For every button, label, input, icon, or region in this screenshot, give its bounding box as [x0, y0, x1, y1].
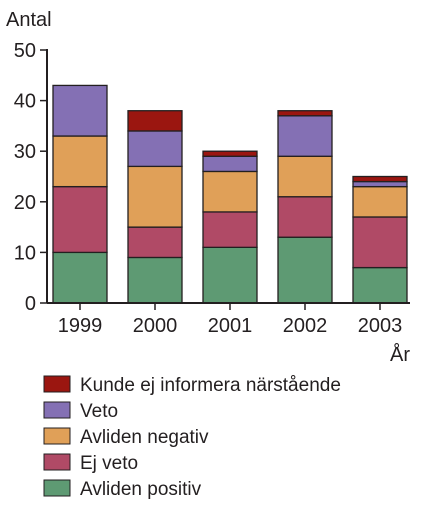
bar-segment — [127, 256, 183, 304]
x-tick-label: 2003 — [358, 315, 403, 337]
y-tick-label: 0 — [25, 293, 36, 315]
x-tick-label: 1999 — [58, 315, 103, 337]
bar-segment — [352, 216, 408, 269]
bar-segment — [52, 251, 108, 304]
plot-area: 0 10 20 30 40 50 1999 2000 2001 2002 2003 — [14, 40, 410, 337]
bar-segment — [277, 115, 333, 157]
legend-label: Avliden negativ — [80, 427, 209, 448]
bar-segment — [352, 266, 408, 304]
y-tick-label: 20 — [14, 192, 36, 214]
legend: Kunde ej informera närstående Veto Avliden… — [43, 375, 341, 500]
bar-segment — [52, 185, 108, 254]
legend-swatch — [43, 427, 71, 445]
bar-segment — [277, 155, 333, 198]
legend-swatch — [43, 479, 71, 497]
bar-segment — [52, 135, 108, 188]
legend-swatch — [43, 453, 71, 471]
legend-label: Kunde ej informera närstående — [80, 375, 341, 396]
bar-segment — [127, 165, 183, 228]
bar-segment — [127, 226, 183, 259]
y-tick-label: 30 — [14, 141, 36, 163]
y-tick-label: 40 — [14, 91, 36, 113]
legend-label: Veto — [80, 401, 118, 422]
bar-segment — [352, 185, 408, 218]
bar-segment — [202, 246, 258, 304]
bar-segment — [127, 130, 183, 168]
bar-segment — [277, 236, 333, 304]
bar-segment — [202, 150, 258, 157]
x-tick-label: 2002 — [283, 315, 328, 337]
bar-segment — [127, 110, 183, 132]
x-axis-title: År — [390, 343, 410, 366]
bar-segment — [352, 180, 408, 188]
bar-segment — [202, 211, 258, 248]
bar-segment — [202, 155, 258, 173]
bar-segment — [352, 175, 408, 183]
legend-swatch — [43, 401, 71, 419]
x-tick-label: 2001 — [208, 315, 253, 337]
bar-segment — [277, 196, 333, 238]
bar-segment — [277, 110, 333, 117]
legend-swatch — [43, 375, 71, 393]
x-tick-label: 2000 — [133, 315, 178, 337]
bar-segment — [202, 170, 258, 213]
legend-label: Ej veto — [80, 453, 138, 474]
y-axis-title: Antal — [6, 9, 52, 31]
bar-segment — [52, 84, 108, 137]
y-tick-label: 10 — [14, 242, 36, 264]
y-tick-label: 50 — [14, 40, 36, 62]
legend-label: Avliden positiv — [80, 479, 202, 500]
